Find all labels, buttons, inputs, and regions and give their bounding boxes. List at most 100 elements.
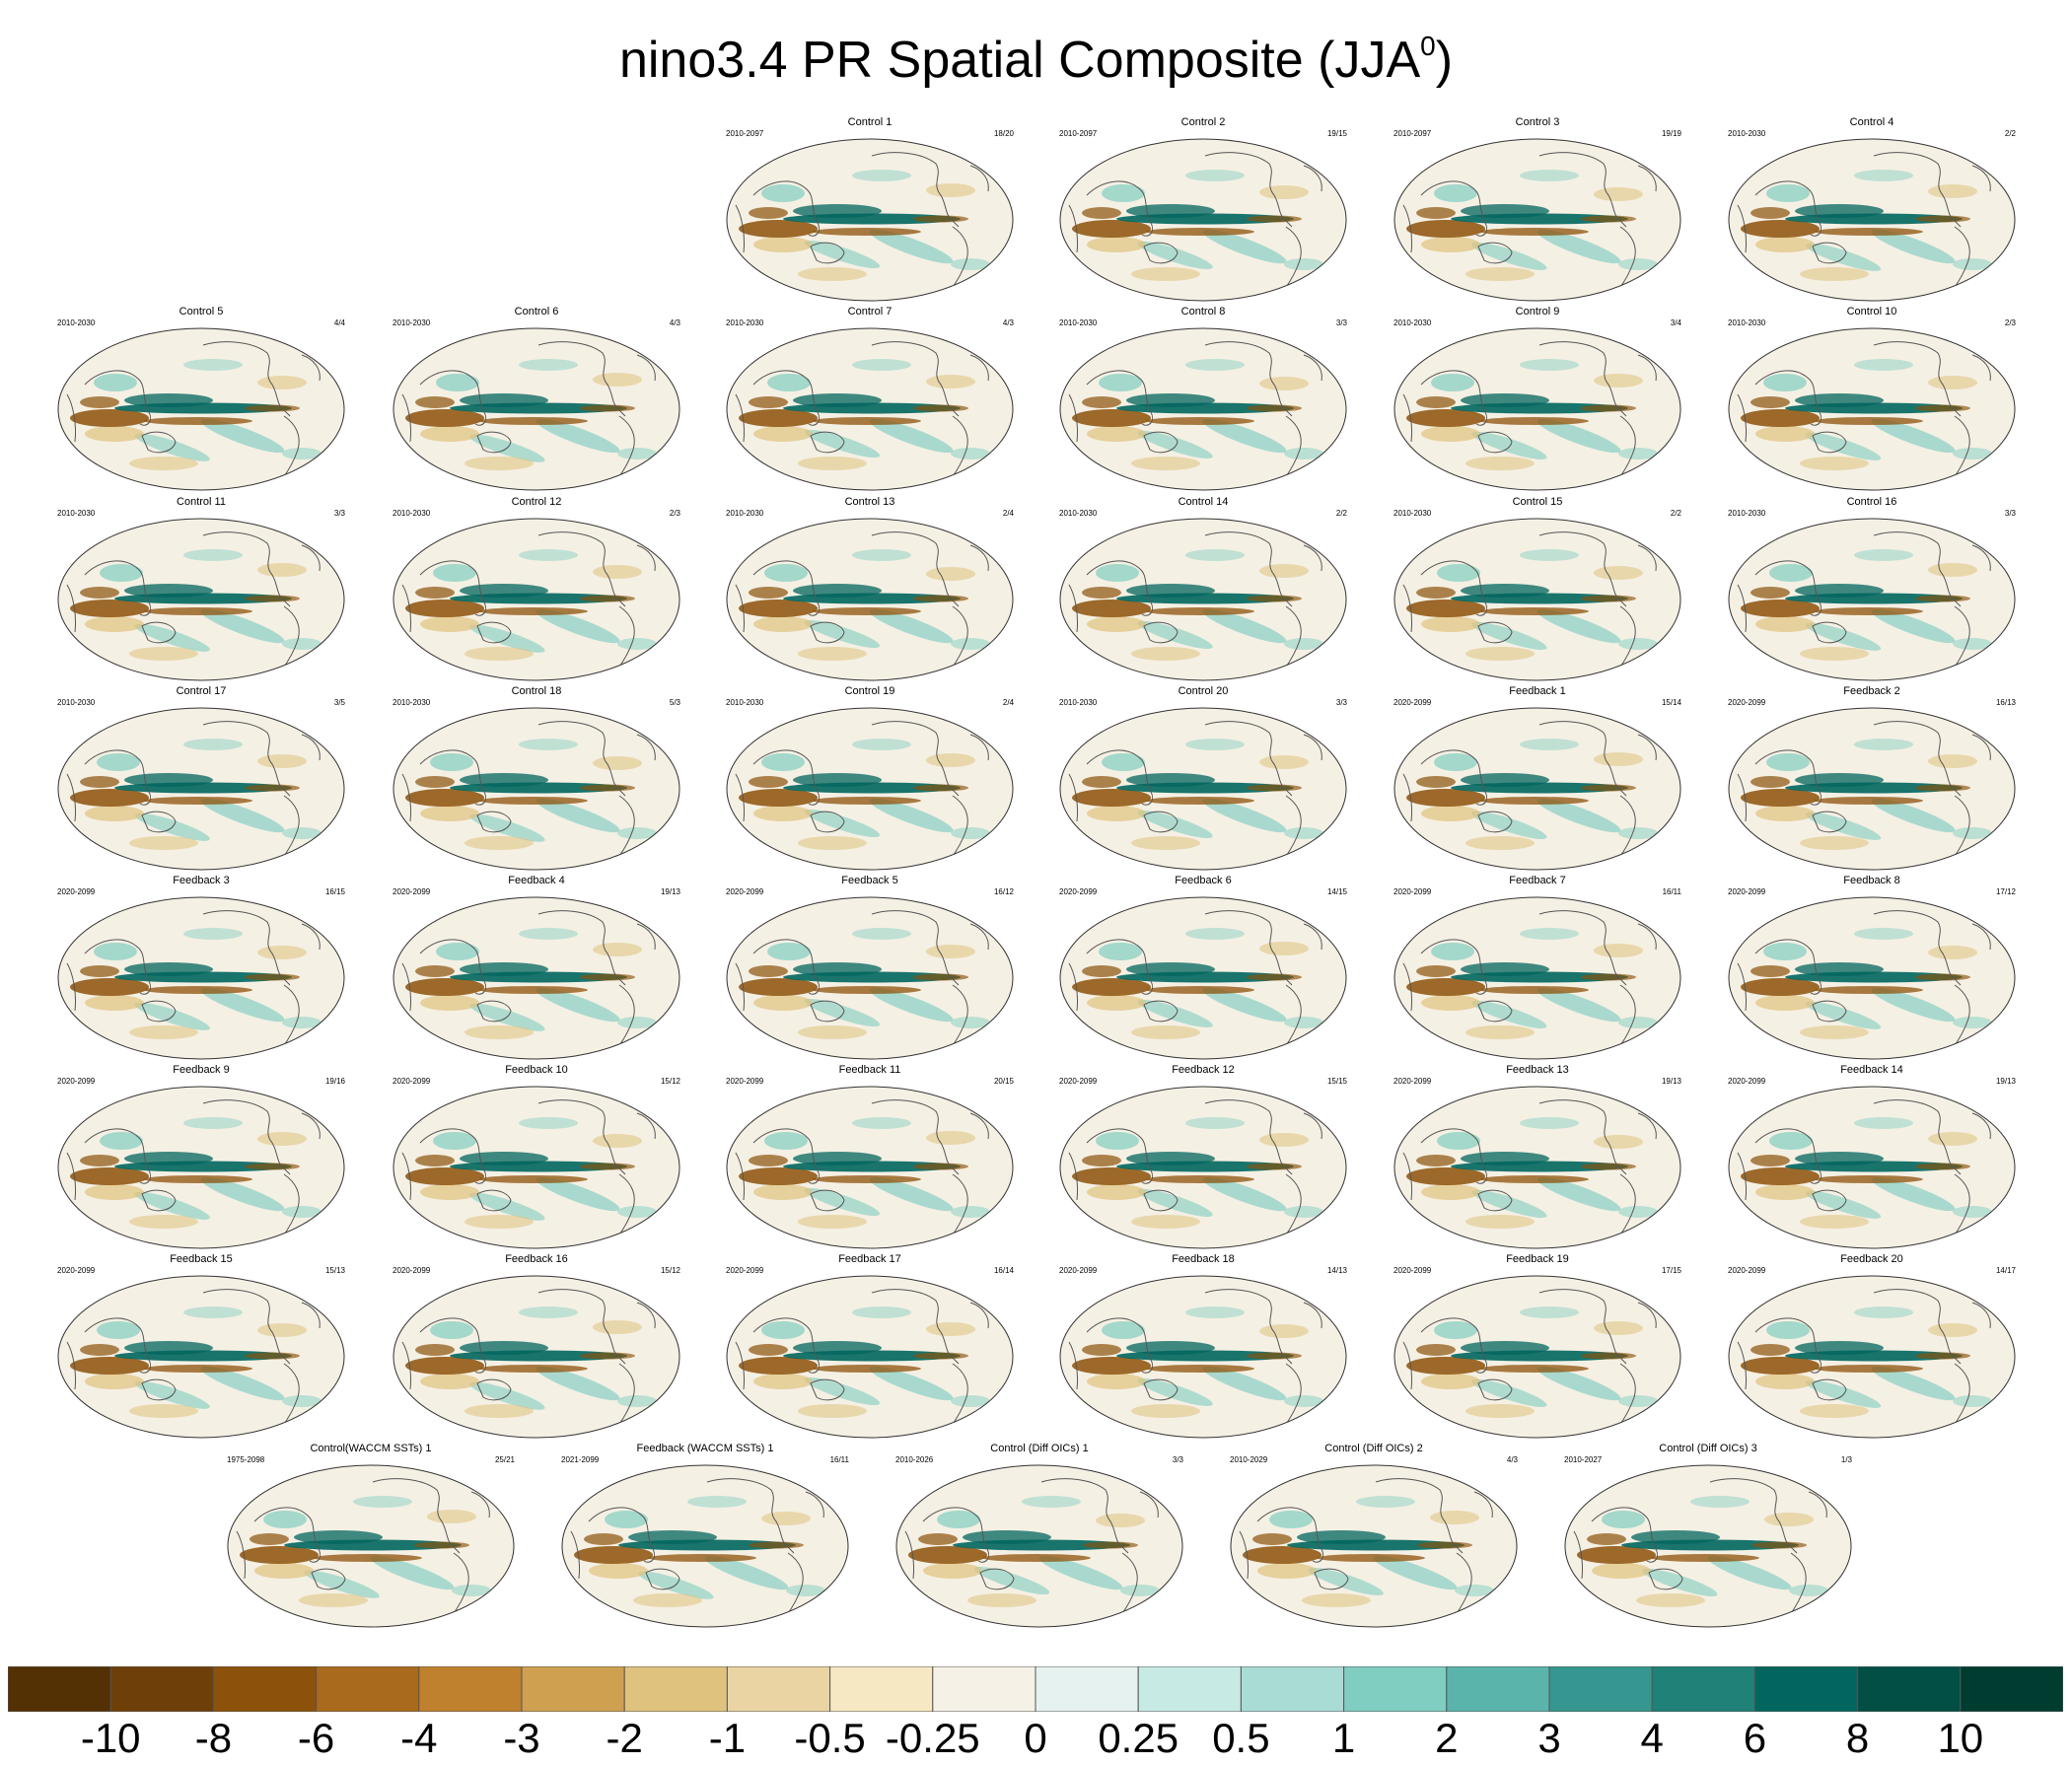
- map-globe: [726, 327, 1014, 491]
- panel-period: 2010-2030: [57, 509, 96, 518]
- map-panel: Feedback 5 2020-2099 16/12: [724, 875, 1016, 1062]
- map-globe: [393, 1086, 680, 1249]
- colorbar-swatch: [316, 1666, 420, 1712]
- panel-count: 18/20: [993, 129, 1014, 138]
- panel-period: 2010-2030: [726, 698, 764, 707]
- panel-period: 2010-2029: [1230, 1455, 1268, 1464]
- map-globe: [1230, 1464, 1518, 1628]
- panel-count: 3/3: [333, 509, 345, 518]
- panel-count: 15/14: [1661, 698, 1681, 707]
- colorbar-swatch: [726, 1666, 831, 1712]
- panel-count: 19/13: [1995, 1077, 2016, 1086]
- colorbar-tick-label: -3: [503, 1715, 540, 1761]
- map-globe: [726, 707, 1014, 871]
- map-globe: [1059, 707, 1347, 871]
- panel-count: 17/12: [1995, 887, 2016, 896]
- panel-count: 2/3: [669, 509, 680, 518]
- panel-title: Control 15: [1512, 496, 1563, 508]
- map-panel: Feedback 6 2020-2099 14/15: [1057, 875, 1349, 1062]
- map-globe: [1393, 138, 1681, 302]
- panel-period: 2010-2030: [1393, 509, 1432, 518]
- colorbar-swatch: [1240, 1666, 1345, 1712]
- panel-count: 19/13: [1661, 1077, 1681, 1086]
- map-panel: Feedback 11 2020-2099 20/15: [724, 1064, 1016, 1251]
- panel-period: 2010-2030: [1393, 318, 1432, 327]
- panel-period: 2010-2026: [895, 1455, 934, 1464]
- colorbar-swatch: [1446, 1666, 1550, 1712]
- panel-title: Control 13: [844, 496, 895, 508]
- map-panel: Feedback 1 2020-2099 15/14: [1392, 685, 1683, 873]
- panel-count: 16/11: [1662, 887, 1681, 896]
- panel-title: Feedback 19: [1506, 1253, 1569, 1265]
- panel-title: Feedback 2: [1843, 685, 1900, 697]
- panel-period: 2020-2099: [726, 1077, 764, 1086]
- panel-period: 2010-2030: [1728, 509, 1766, 518]
- panel-title: Feedback 13: [1506, 1064, 1569, 1076]
- map-panel: Control 18 2010-2030 5/3: [391, 685, 682, 873]
- colorbar-swatch: [1137, 1666, 1242, 1712]
- map-panel: Control 13 2010-2030 2/4: [724, 496, 1016, 683]
- map-panel: Control 1 2010-2097 18/20: [724, 116, 1016, 304]
- panel-count: 3/4: [1670, 318, 1681, 327]
- map-globe: [393, 896, 680, 1060]
- map-panel: Feedback 12 2020-2099 15/15: [1057, 1064, 1349, 1251]
- map-panel: Feedback 9 2020-2099 19/16: [55, 1064, 347, 1251]
- map-globe: [393, 327, 680, 491]
- map-globe: [895, 1464, 1183, 1628]
- figure-title: nino3.4 PR Spatial Composite (JJA0): [0, 12, 2072, 95]
- map-globe: [393, 707, 680, 871]
- map-globe: [726, 1086, 1014, 1249]
- map-panel: Control 10 2010-2030 2/3: [1726, 306, 2018, 493]
- map-panel: Control (Diff OICs) 2 2010-2029 4/3: [1228, 1443, 1520, 1630]
- panel-count: 2/3: [2004, 318, 2016, 327]
- panel-title: Control 5: [179, 306, 224, 318]
- panel-title: Control 7: [847, 306, 893, 318]
- panel-count: 16/11: [829, 1455, 849, 1464]
- map-globe: [57, 707, 345, 871]
- colorbar-swatch: [8, 1666, 111, 1712]
- colorbar-swatch: [829, 1666, 934, 1712]
- panel-count: 19/15: [1326, 129, 1347, 138]
- map-panel: Feedback 10 2020-2099 15/12: [391, 1064, 682, 1251]
- panel-period: 2020-2099: [1728, 698, 1766, 707]
- colorbar-tick-label: -4: [400, 1715, 438, 1761]
- panel-count: 16/14: [993, 1266, 1014, 1275]
- panel-period: 2010-2027: [1564, 1455, 1603, 1464]
- map-panel: Control 6 2010-2030 4/3: [391, 306, 682, 493]
- map-globe: [726, 1275, 1014, 1439]
- panel-count: 2/2: [1670, 509, 1681, 518]
- panel-period: 2010-2030: [1728, 129, 1766, 138]
- colorbar-swatch: [109, 1666, 214, 1712]
- panel-period: 2010-2030: [1059, 318, 1098, 327]
- map-panel: Feedback 4 2020-2099 19/13: [391, 875, 682, 1062]
- panel-period: 2020-2099: [1059, 1077, 1098, 1086]
- map-panel: Control 14 2010-2030 2/2: [1057, 496, 1349, 683]
- colorbar-tick-label: 0.5: [1212, 1715, 1270, 1761]
- map-panel: Control(WACCM SSTs) 1 1975-2098 25/21: [225, 1443, 517, 1630]
- panel-count: 16/15: [324, 887, 345, 896]
- panel-title: Feedback 7: [1509, 875, 1566, 886]
- panel-title: Control 4: [1849, 116, 1894, 128]
- map-globe: [1059, 1086, 1347, 1249]
- panel-period: 2010-2097: [1393, 129, 1432, 138]
- colorbar-labels: -10 -8 -6 -4 -3 -2 -1 -0.5 -0.25 0 0.25 0.5 1 2 3 4 6 8 10: [8, 1714, 2063, 1765]
- map-panel: Feedback 17 2020-2099 16/14: [724, 1253, 1016, 1441]
- panel-title: Control 20: [1178, 685, 1229, 697]
- panel-title: Feedback 14: [1840, 1064, 1903, 1076]
- colorbar-tick-label: 1: [1331, 1715, 1356, 1761]
- panel-count: 1/3: [1840, 1455, 1852, 1464]
- panel-period: 2010-2030: [1728, 318, 1766, 327]
- colorbar-tick-label: 6: [1743, 1715, 1767, 1761]
- panel-period: 2010-2030: [726, 318, 764, 327]
- colorbar-swatch: [418, 1666, 523, 1712]
- map-panel: Control 16 2010-2030 3/3: [1726, 496, 2018, 683]
- colorbar-tick-label: -6: [297, 1715, 335, 1761]
- panel-period: 2021-2099: [561, 1455, 600, 1464]
- map-panel: Control 5 2010-2030 4/4: [55, 306, 347, 493]
- colorbar-swatch: [932, 1666, 1036, 1712]
- panel-period: 2010-2030: [57, 318, 96, 327]
- map-globe: [561, 1464, 849, 1628]
- panel-period: 2010-2030: [393, 318, 431, 327]
- panel-count: 2/2: [2004, 129, 2016, 138]
- panel-title: Control 18: [511, 685, 562, 697]
